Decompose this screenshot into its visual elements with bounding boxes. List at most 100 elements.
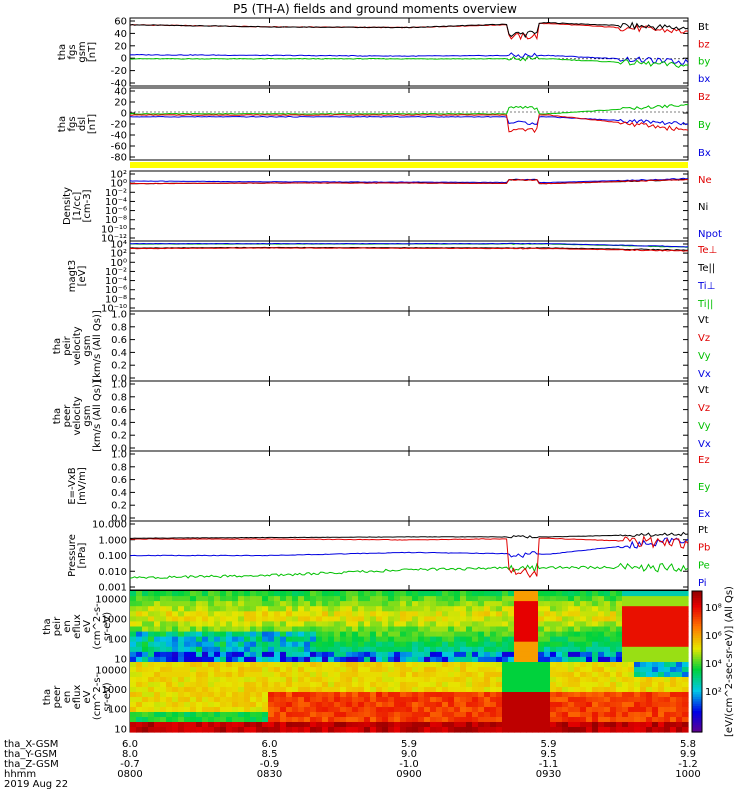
spectro-cell	[400, 712, 407, 718]
spectro-cell	[316, 626, 323, 633]
spectro-cell	[448, 601, 455, 607]
spectro-cell	[574, 677, 581, 683]
spectro-cell	[346, 712, 353, 718]
spectro-cell	[382, 631, 389, 638]
spectro-cell	[460, 717, 467, 723]
spectro-cell	[400, 606, 407, 612]
spectro-cell	[592, 631, 599, 638]
spectro-cell	[274, 677, 281, 683]
spectro-cell	[214, 631, 221, 638]
spectro-cell	[418, 677, 425, 683]
spectro-cell	[184, 601, 191, 607]
spectro-cell	[178, 687, 185, 693]
spectro-cell	[130, 677, 137, 683]
spectro-cell	[568, 667, 575, 673]
spectro-cell	[190, 712, 197, 718]
spectro-cell	[136, 606, 143, 612]
spectro-cell	[550, 662, 557, 668]
spectro-cell	[664, 667, 671, 673]
spectro-cell	[556, 687, 563, 693]
spectro-cell	[670, 682, 677, 688]
spectro-cell	[652, 697, 659, 703]
spectro-cell	[454, 697, 461, 703]
spectro-cell	[352, 677, 359, 683]
colorbar-cell	[692, 678, 702, 681]
spectro-cell	[472, 682, 479, 688]
spectro-cell	[340, 601, 347, 607]
spectro-cell	[394, 626, 401, 633]
spectro-cell	[328, 636, 335, 643]
spectro-cell	[580, 626, 587, 633]
spectro-cell	[400, 702, 407, 708]
spectro-cell	[586, 601, 593, 607]
spectro-cell	[592, 641, 599, 648]
spectro-cell	[628, 601, 635, 607]
colorbar-cell	[692, 703, 702, 707]
spectro-cell	[130, 727, 137, 733]
spectro-cell	[316, 692, 323, 698]
spectro-cell	[364, 707, 371, 713]
spectro-cell	[166, 672, 173, 678]
spectro-cell	[472, 591, 479, 597]
spectro-cell	[484, 596, 491, 602]
spectro-cell	[232, 717, 239, 723]
spectro-cell	[544, 636, 551, 643]
spectro-cell	[604, 712, 611, 718]
spectro-cell	[250, 611, 257, 617]
spectro-cell	[286, 712, 293, 718]
spectro-cell	[328, 646, 335, 653]
xaxis-row-label-1: tha_Y-GSM	[4, 749, 57, 760]
spectro-cell	[532, 672, 539, 678]
spectro-cell	[424, 712, 431, 718]
spectro-cell	[172, 717, 179, 723]
spectro-cell	[274, 722, 281, 728]
spectro-cell	[676, 712, 683, 718]
spectro-cell	[610, 722, 617, 728]
spectro-cell	[436, 641, 443, 648]
spectro-cell	[364, 667, 371, 673]
colorbar-cell	[692, 675, 702, 679]
spectro-cell	[514, 717, 521, 723]
spectro-cell	[334, 596, 341, 602]
spectro-cell	[316, 596, 323, 602]
spectro-cell	[520, 667, 527, 673]
spectro-cell	[532, 662, 539, 668]
spectro-cell	[322, 707, 329, 713]
spectro-cell	[670, 667, 677, 673]
spectro-cell	[472, 601, 479, 607]
spectro-cell	[676, 656, 683, 663]
spectro-cell	[472, 641, 479, 648]
spectro-cell	[286, 667, 293, 673]
spectro-cell	[190, 682, 197, 688]
spectro-cell	[298, 712, 305, 718]
spectro-cell	[586, 596, 593, 602]
spectro-cell	[628, 722, 635, 728]
spectro-cell	[298, 672, 305, 678]
spectro-cell	[526, 662, 533, 668]
spectro-cell	[448, 722, 455, 728]
spectro-cell	[286, 662, 293, 668]
colorbar-cell	[692, 616, 702, 620]
spectro-cell	[358, 656, 365, 663]
ytick-label-peer_spec-0: 10000	[95, 665, 127, 676]
spectro-cell	[394, 606, 401, 612]
spectro-cell	[562, 677, 569, 683]
spectro-cell	[634, 651, 641, 658]
spectro-cell	[502, 631, 509, 638]
spectro-cell	[160, 641, 167, 648]
spectro-cell	[664, 672, 671, 678]
spectro-cell	[214, 636, 221, 643]
spectro-cell	[676, 697, 683, 703]
spectro-cell	[508, 727, 515, 733]
spectro-cell	[406, 636, 413, 643]
spectro-cell	[280, 682, 287, 688]
spectro-cell	[214, 596, 221, 602]
legend-peer_vel-2: Vy	[698, 421, 711, 432]
spectro-cell	[190, 611, 197, 617]
spectro-cell	[262, 677, 269, 683]
spectro-cell	[544, 662, 551, 668]
spectro-cell	[400, 667, 407, 673]
spectro-cell	[532, 651, 539, 658]
spectro-cell	[262, 636, 269, 643]
spectro-cell	[514, 667, 521, 673]
